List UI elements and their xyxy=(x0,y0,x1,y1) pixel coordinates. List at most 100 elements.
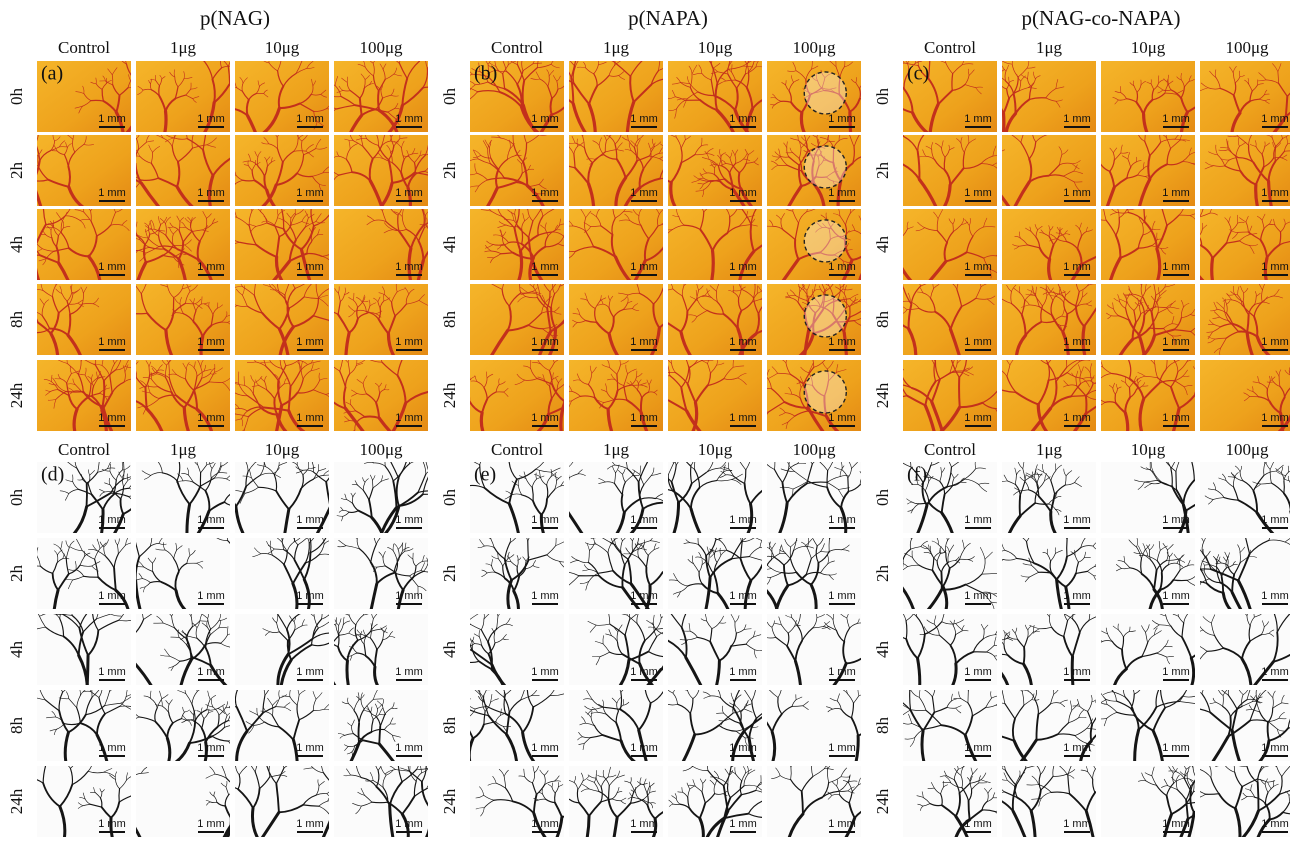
vessel xyxy=(302,56,309,61)
image-tile: 1 mm xyxy=(1200,120,1290,210)
vessel xyxy=(121,42,126,49)
vessel xyxy=(457,226,464,230)
vessel xyxy=(660,53,663,59)
vessel xyxy=(243,180,255,181)
vessel xyxy=(860,96,871,99)
scale-bar-label: 1 mm xyxy=(1063,412,1091,424)
vessel xyxy=(570,52,576,62)
vessel xyxy=(330,166,332,171)
vessel xyxy=(997,68,998,76)
vessel xyxy=(31,340,32,347)
vessel xyxy=(383,208,391,209)
vessel xyxy=(440,193,442,201)
column-label: Control xyxy=(924,38,976,57)
vessel xyxy=(899,359,901,373)
vessel xyxy=(876,73,885,83)
vessel xyxy=(0,151,4,159)
vessel xyxy=(879,230,885,232)
vessel xyxy=(889,129,903,137)
vessel xyxy=(27,331,37,332)
vessel xyxy=(869,222,875,227)
vessel xyxy=(462,242,470,248)
vessel xyxy=(862,223,863,234)
vessel xyxy=(907,47,915,52)
scale-bar-label: 1 mm xyxy=(828,187,856,199)
vessel xyxy=(230,125,233,133)
scale-bar-label: 1 mm xyxy=(1162,336,1190,348)
scale-bar-label: 1 mm xyxy=(964,336,992,348)
vessel xyxy=(440,80,450,86)
marker-circle xyxy=(804,220,846,262)
scale-bar-label: 1 mm xyxy=(729,412,757,424)
column-label: 10μg xyxy=(265,440,300,459)
vessel xyxy=(864,154,874,156)
vessel xyxy=(567,141,569,147)
vessel xyxy=(450,80,459,81)
vessel xyxy=(557,53,559,61)
vessel xyxy=(748,55,754,62)
image-tile: 1 mm xyxy=(9,277,131,359)
vessel xyxy=(861,246,868,248)
vessel xyxy=(883,271,891,278)
vessel xyxy=(882,260,899,264)
vessel xyxy=(217,47,218,56)
vessel xyxy=(586,45,591,54)
scale-bar-label: 1 mm xyxy=(1261,336,1289,348)
scale-bar-label: 1 mm xyxy=(630,261,658,273)
vessel xyxy=(654,54,663,56)
vessel xyxy=(866,327,871,333)
vessel xyxy=(112,45,116,55)
vessel xyxy=(429,130,440,138)
vessel xyxy=(867,72,875,74)
vessel xyxy=(898,248,900,264)
vessel xyxy=(432,232,434,244)
vessel xyxy=(445,353,447,373)
image-tile: 1 mm xyxy=(469,121,564,210)
vessel xyxy=(894,380,901,384)
vessel xyxy=(883,367,889,371)
column-label: 1μg xyxy=(603,38,630,57)
vessel xyxy=(26,318,38,323)
vessel xyxy=(898,237,902,248)
vessel xyxy=(581,46,582,55)
vessel xyxy=(764,293,766,303)
vessel xyxy=(559,56,568,57)
vessel xyxy=(151,454,158,461)
vessel xyxy=(663,273,665,288)
vessel xyxy=(433,172,437,176)
image-tile: 1 mm xyxy=(767,58,885,136)
scale-bar-label: 1 mm xyxy=(729,187,757,199)
vessel xyxy=(872,282,882,294)
scale-bar-label: 1 mm xyxy=(395,261,423,273)
vessel xyxy=(885,71,891,83)
vessel xyxy=(1145,131,1146,141)
image-tile: 1 mm xyxy=(1101,274,1213,359)
scale-bar-label: 1 mm xyxy=(630,113,658,125)
vessel xyxy=(878,129,890,133)
image-tile: 1 mm xyxy=(122,209,230,284)
vessel xyxy=(744,51,747,60)
vessel xyxy=(433,215,436,222)
scale-bar-label: 1 mm xyxy=(1063,187,1091,199)
image-tile: 1 mm xyxy=(1200,360,1290,435)
vessel xyxy=(753,52,754,61)
vessel xyxy=(452,378,460,379)
vessel xyxy=(592,48,599,56)
vessel xyxy=(890,375,893,380)
vessel xyxy=(891,65,899,71)
vessel xyxy=(866,260,872,263)
column-label: 1μg xyxy=(170,38,197,57)
vessel xyxy=(1001,133,1011,134)
vessel xyxy=(864,83,868,84)
scale-bar-label: 1 mm xyxy=(1162,113,1190,125)
scale-bar-label: 1 mm xyxy=(630,412,658,424)
row-label: 24h xyxy=(873,382,892,408)
vessel xyxy=(562,50,570,52)
vessel xyxy=(410,34,416,44)
vessel xyxy=(886,139,896,147)
vessel xyxy=(891,350,898,359)
vessel xyxy=(1097,153,1099,162)
vessel xyxy=(866,263,872,269)
vessel xyxy=(865,299,870,304)
vessel xyxy=(564,82,565,86)
